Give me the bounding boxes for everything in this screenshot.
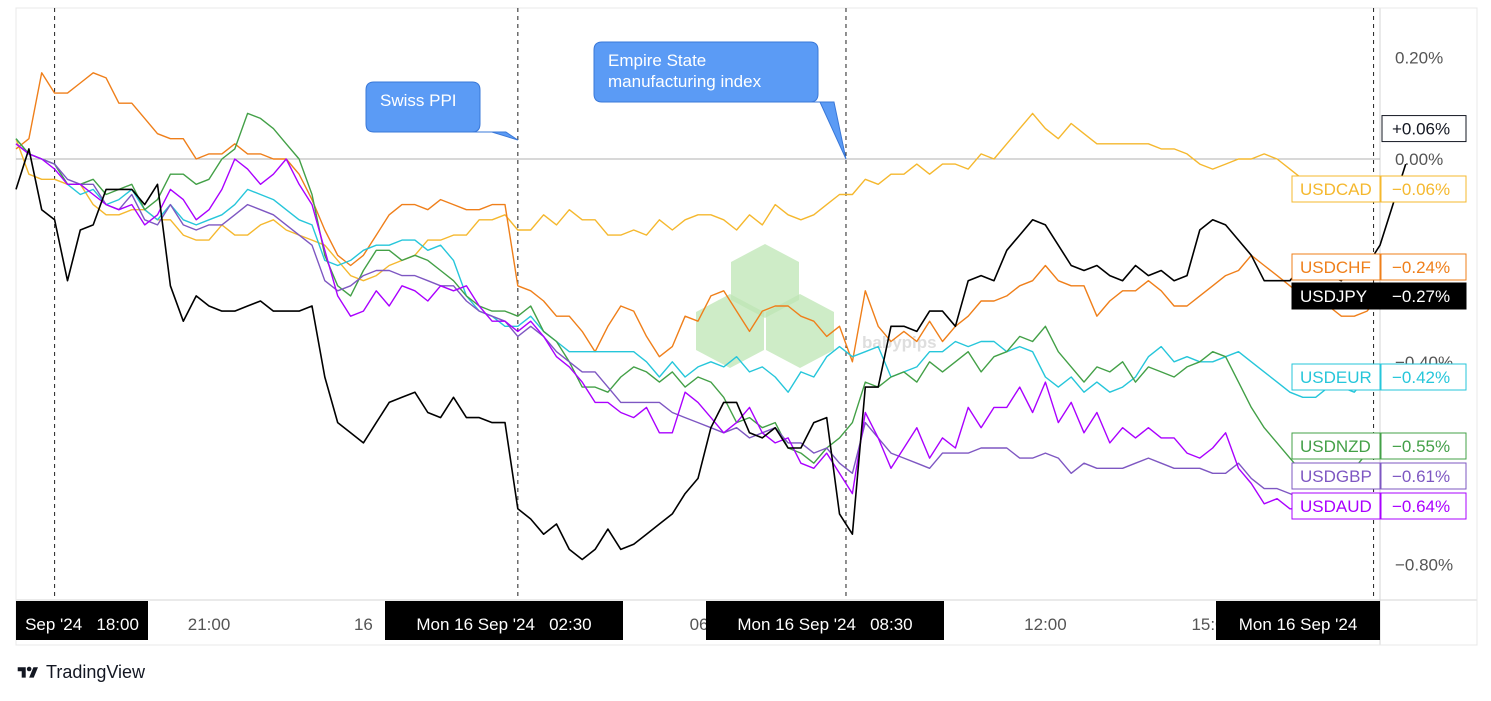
time-highlight-box-0 <box>16 601 148 640</box>
tradingview-brand: TradingView <box>46 662 146 682</box>
series-value-tag-usdcad <box>1380 175 1467 203</box>
series-line-usdchf <box>15 72 1381 363</box>
event-callouts: Swiss PPI Empire State manufacturing index <box>365 41 847 160</box>
series-line-usdjpy <box>15 148 1407 561</box>
series-value-tag-usdjpy <box>1380 282 1467 310</box>
series-name-usdjpy: USDJPY <box>1300 287 1367 306</box>
series-value-usdgbp: −0.61% <box>1392 467 1450 486</box>
series-name-tag-usdaud <box>1291 492 1381 520</box>
time-highlight-label-3: Mon 16 Sep '24 02:30 <box>416 615 591 634</box>
time-highlight-box-3 <box>385 601 623 640</box>
series-name-tag-usdgbp <box>1291 462 1381 490</box>
y-tick-label-1: 0.00% <box>1395 150 1443 169</box>
time-tick-label-6: 12:00 <box>1024 615 1067 634</box>
y-tick-label-0: 0.20% <box>1395 49 1443 68</box>
series-value-tag-usdgbp <box>1380 462 1467 490</box>
time-axis[interactable]: Sep '24 18:00 21:00 16 Mon 16 Sep '24 02:30… <box>16 601 1380 640</box>
series-name-tag-usdnzd <box>1291 432 1381 460</box>
event-callout-bubble <box>365 81 519 141</box>
series-name-usdaud: USDAUD <box>1300 497 1372 516</box>
current-value-tag <box>1381 115 1467 143</box>
event-callout-text: Swiss PPI <box>380 91 457 110</box>
event-callout-bubble <box>593 41 847 160</box>
series-line-usdnzd <box>15 112 1381 490</box>
time-highlight-label-5: Mon 16 Sep '24 08:30 <box>737 615 912 634</box>
time-tick-label-2: 16 <box>354 615 373 634</box>
current-value-label: +0.06% <box>1392 120 1450 139</box>
time-highlight-box-8 <box>1216 601 1380 640</box>
series-value-usdeur: −0.42% <box>1392 368 1450 387</box>
tradingview-logo-icon <box>17 666 38 678</box>
babypips-watermark: babypips <box>696 244 937 368</box>
event-callout-text: Empire State <box>608 51 706 70</box>
series-line-usdaud <box>15 143 1380 510</box>
series-value-tag-usdaud <box>1380 492 1467 520</box>
watermark-cube-0 <box>731 244 799 318</box>
series-name-usdcad: USDCAD <box>1300 180 1372 199</box>
series-name-tag-usdeur <box>1291 363 1381 391</box>
series-value-usdaud: −0.64% <box>1392 497 1450 516</box>
watermark-text: babypips <box>862 333 937 352</box>
price-axis[interactable]: 0.20%0.00%−0.40%−0.80%+0.06%USDCAD −0.06%… <box>1291 49 1467 575</box>
time-highlight-label-0: Sep '24 18:00 <box>25 615 139 634</box>
time-highlight-box-5 <box>706 601 944 640</box>
event-callout-text: manufacturing index <box>608 72 762 91</box>
series-name-tag-usdchf <box>1291 253 1381 281</box>
series-value-usdnzd: −0.55% <box>1392 437 1450 456</box>
plot-frame <box>15 7 1478 646</box>
time-highlight-label-8: Mon 16 Sep '24 <box>1239 615 1358 634</box>
event-callout-0[interactable]: Swiss PPI <box>365 81 519 141</box>
series-name-usdnzd: USDNZD <box>1300 437 1371 456</box>
watermark-cube-1 <box>696 294 764 368</box>
y-tick-label-3: −0.80% <box>1395 556 1453 575</box>
series-line-usdeur <box>15 138 1381 398</box>
series-value-usdcad: −0.06% <box>1392 180 1450 199</box>
series-value-tag-usdchf <box>1380 253 1467 281</box>
chart-frame <box>15 7 1478 646</box>
series-value-usdchf: −0.24% <box>1392 258 1450 277</box>
tradingview-footer[interactable]: TradingView <box>16 662 145 683</box>
series-name-usdgbp: USDGBP <box>1300 467 1372 486</box>
watermark-cube-2 <box>766 294 834 368</box>
series-line-usdgbp <box>15 143 1380 505</box>
series-name-usdeur: USDEUR <box>1300 368 1372 387</box>
series-value-tag-usdeur <box>1380 363 1467 391</box>
series-value-usdjpy: −0.27% <box>1392 287 1450 306</box>
series-name-usdchf: USDCHF <box>1300 258 1371 277</box>
series-value-tag-usdnzd <box>1380 432 1467 460</box>
event-callout-1[interactable]: Empire State manufacturing index <box>593 41 847 160</box>
series-lines <box>15 72 1407 561</box>
series-line-usdcad <box>15 112 1380 282</box>
time-tick-label-1: 21:00 <box>188 615 231 634</box>
series-name-tag-usdjpy <box>1291 282 1381 310</box>
series-name-tag-usdcad <box>1291 175 1381 203</box>
